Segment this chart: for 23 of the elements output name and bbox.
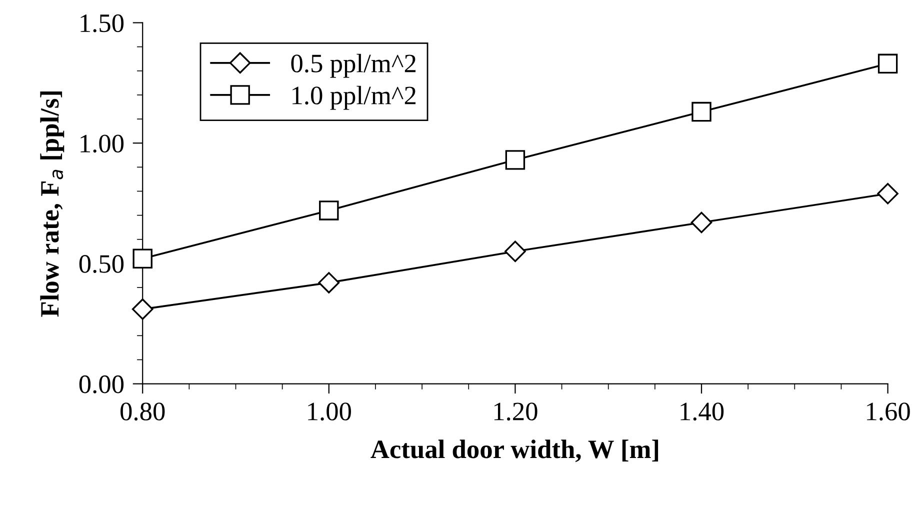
- point: [318, 272, 340, 294]
- y-tick-label: 1.50: [80, 14, 124, 32]
- point: [505, 150, 526, 170]
- y-axis-title: Flow rate, F$_{a}$ [ppl/s]: [40, 91, 64, 317]
- point: [692, 102, 712, 122]
- x-tick-label: 1.20: [494, 402, 538, 421]
- point: [878, 54, 898, 74]
- point: [877, 182, 898, 204]
- y-tick-label: 1.00: [80, 134, 124, 153]
- x-tick-label: 1.60: [867, 402, 910, 421]
- x-tick-label: 1.40: [680, 402, 724, 421]
- x-tick-label: 1.00: [308, 402, 351, 421]
- point: [319, 200, 339, 220]
- point: [690, 212, 712, 234]
- legend-label: 1.0 ppl/m^2: [292, 86, 416, 110]
- y-tick-label: 0.50: [79, 255, 124, 273]
- legend-label: 0.5 ppl/m^2: [291, 54, 416, 78]
- point: [132, 248, 152, 268]
- y-tick-label: 0.00: [79, 375, 124, 394]
- point: [132, 298, 154, 320]
- x-axis-title: Actual door width, W [m]: [370, 440, 658, 462]
- point: [504, 240, 526, 262]
- x-tick-label: 0.80: [120, 402, 165, 421]
